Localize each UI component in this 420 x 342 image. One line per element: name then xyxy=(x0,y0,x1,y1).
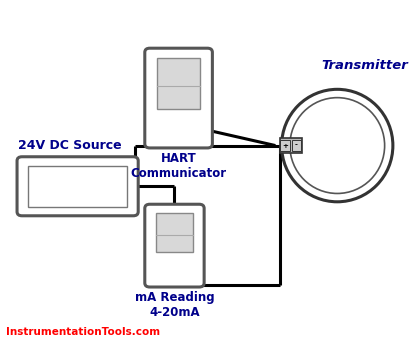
FancyBboxPatch shape xyxy=(17,157,138,216)
Ellipse shape xyxy=(290,98,385,194)
Bar xyxy=(157,58,200,109)
Bar xyxy=(280,139,302,153)
Bar xyxy=(28,166,128,207)
Text: -: - xyxy=(295,143,298,148)
Text: Transmitter: Transmitter xyxy=(322,60,408,73)
FancyBboxPatch shape xyxy=(145,48,213,148)
Ellipse shape xyxy=(282,89,393,202)
Bar xyxy=(292,140,302,151)
Bar xyxy=(156,213,193,252)
Text: 24V DC Source: 24V DC Source xyxy=(18,139,121,152)
Text: mA Reading
4-20mA: mA Reading 4-20mA xyxy=(135,291,214,319)
Text: +: + xyxy=(282,143,288,148)
Text: InstrumentationTools.com: InstrumentationTools.com xyxy=(5,327,160,337)
Bar xyxy=(281,140,290,151)
FancyBboxPatch shape xyxy=(145,204,204,287)
Text: HART
Communicator: HART Communicator xyxy=(131,152,227,180)
